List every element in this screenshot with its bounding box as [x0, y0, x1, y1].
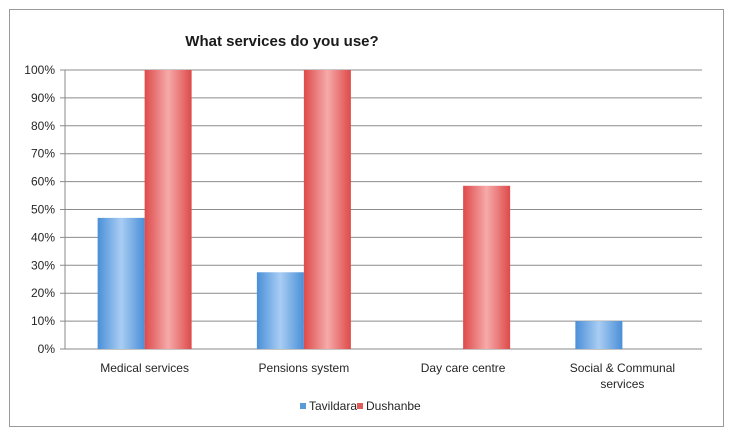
- legend-swatch-dushanbe: [357, 403, 363, 409]
- y-tick-label: 70%: [31, 147, 55, 161]
- x-tick-label: Pensions system: [259, 361, 350, 375]
- x-tick-label-line: Social & Communal: [570, 361, 675, 375]
- y-tick-label: 20%: [31, 286, 55, 300]
- legend: Tavildara Dushanbe: [300, 399, 421, 413]
- legend-label-tavildara: Tavildara: [309, 399, 357, 413]
- y-tick-label: 90%: [31, 91, 55, 105]
- bars: [97, 70, 623, 349]
- bar-dushanbe-2: [463, 185, 511, 349]
- x-tick-label: Medical services: [100, 361, 189, 375]
- bar-dushanbe-0: [144, 70, 192, 349]
- x-axis-ticks: Medical services Pensions system Day care …: [100, 361, 675, 391]
- bar-tavildara-1: [256, 272, 304, 349]
- y-tick-label: 40%: [31, 230, 55, 244]
- bar-tavildara-3: [575, 321, 623, 349]
- legend-label-dushanbe: Dushanbe: [366, 399, 421, 413]
- y-tick-label: 0%: [38, 342, 56, 356]
- x-tick-label: Social & Communal services: [570, 361, 675, 391]
- y-tick-label: 80%: [31, 119, 55, 133]
- x-tick-label-line: Medical services: [100, 361, 189, 375]
- legend-swatch-tavildara: [300, 403, 306, 409]
- y-tick-label: 10%: [31, 314, 55, 328]
- chart-title: What services do you use?: [185, 33, 378, 50]
- bar-dushanbe-1: [303, 70, 351, 349]
- x-tick-label: Day care centre: [421, 361, 506, 375]
- x-tick-label-line: Pensions system: [259, 361, 350, 375]
- bar-tavildara-0: [97, 217, 145, 349]
- x-tick-label-line: Day care centre: [421, 361, 506, 375]
- x-tick-label-line: services: [600, 377, 644, 391]
- y-tick-label: 50%: [31, 203, 55, 217]
- y-tick-label: 60%: [31, 175, 55, 189]
- y-tick-label: 100%: [24, 63, 55, 77]
- y-axis-ticks: 0% 10% 20% 30% 40% 50% 60% 70% 80% 90% 100%: [24, 63, 55, 356]
- y-tick-label: 30%: [31, 258, 55, 272]
